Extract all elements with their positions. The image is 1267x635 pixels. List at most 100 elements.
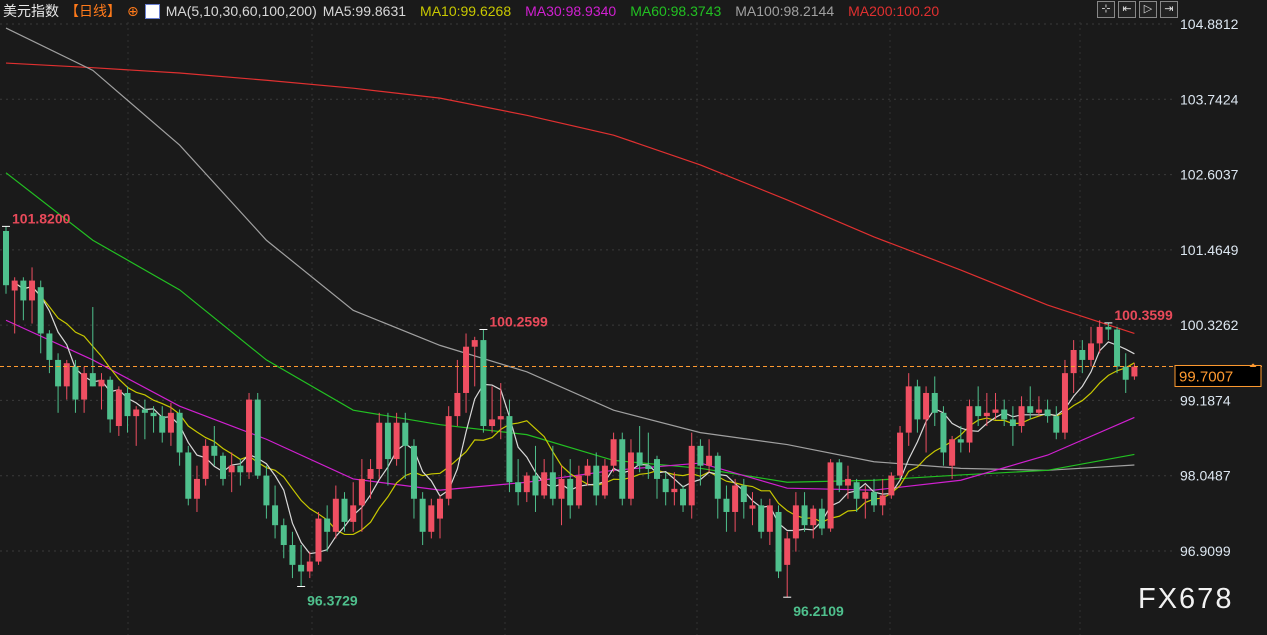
candle: [246, 392, 253, 479]
y-tick-label: 103.7424: [1180, 91, 1239, 107]
candle-body: [532, 475, 539, 496]
candle-body: [680, 488, 687, 506]
candle: [688, 432, 695, 519]
candle: [306, 551, 313, 579]
candle-body: [749, 505, 756, 509]
candle-body: [732, 485, 739, 512]
candle: [645, 432, 652, 479]
candle-body: [437, 498, 443, 519]
candle-body: [940, 412, 947, 453]
candle: [871, 478, 877, 512]
candle: [315, 511, 322, 565]
candle: [220, 452, 226, 486]
candle: [1114, 326, 1121, 374]
candle-body: [384, 422, 391, 460]
candle-body: [497, 416, 504, 420]
candle: [940, 406, 947, 466]
candle-body: [506, 416, 513, 483]
candle-body: [1001, 409, 1008, 420]
zoom-range-icon[interactable]: ⇤: [1118, 1, 1136, 18]
ma-value-2: MA30:98.9340: [525, 3, 617, 19]
candle-body: [280, 525, 287, 546]
candle-body: [601, 465, 608, 496]
candle: [211, 426, 218, 466]
candle-body: [1070, 350, 1077, 374]
candle: [358, 459, 365, 532]
candle: [1105, 322, 1112, 341]
candle: [758, 498, 765, 539]
candle-body: [98, 379, 105, 387]
candle: [662, 472, 669, 506]
candle: [237, 459, 244, 486]
candle: [827, 459, 834, 532]
candle-body: [202, 445, 209, 479]
candle: [879, 478, 886, 516]
candle-body: [402, 422, 409, 446]
candle-body: [3, 231, 9, 286]
crosshair-icon[interactable]: ⊹: [1097, 1, 1115, 18]
period-selector[interactable]: 【日线】: [65, 3, 121, 19]
candle: [975, 386, 982, 427]
move-right-icon[interactable]: ⇥: [1160, 1, 1178, 18]
indicator-chart-icon[interactable]: [144, 3, 160, 19]
candle: [966, 399, 973, 453]
candle-body: [923, 392, 930, 420]
candle: [124, 386, 131, 433]
candle: [263, 465, 270, 519]
y-tick-label: 104.8812: [1180, 16, 1239, 32]
candle-body: [332, 498, 339, 532]
ma-params-label[interactable]: MA(5,10,30,60,100,200): [165, 3, 317, 19]
ma-value-5: MA200:100.20: [848, 3, 940, 19]
candle: [923, 386, 930, 453]
candle-body: [914, 386, 921, 420]
candle-body: [454, 392, 461, 417]
candle: [176, 409, 183, 466]
candle: [3, 226, 9, 294]
play-icon[interactable]: ▷: [1139, 1, 1157, 18]
candle-body: [298, 564, 305, 572]
candle: [897, 426, 904, 479]
low-annotation: 96.2109: [793, 603, 844, 619]
candle: [289, 531, 296, 579]
candle: [98, 373, 105, 410]
candle-body: [897, 432, 904, 476]
candle-body: [766, 505, 773, 532]
candle-body: [55, 359, 62, 387]
candle-body: [1027, 406, 1034, 413]
candle-body: [584, 465, 591, 476]
candle-body: [818, 508, 825, 529]
candle-body: [376, 422, 383, 469]
candle: [818, 498, 825, 536]
candle: [749, 492, 756, 526]
candle: [766, 498, 773, 546]
candle: [506, 399, 513, 493]
candle: [324, 505, 331, 552]
candle: [1009, 406, 1016, 446]
candle: [350, 482, 357, 532]
candle-body: [1009, 419, 1016, 427]
candle-body: [853, 482, 860, 499]
candle: [133, 406, 140, 446]
candle: [654, 455, 660, 499]
high-annotation: 101.8200: [12, 210, 71, 226]
candle-body: [905, 386, 912, 433]
candle-body: [627, 452, 634, 499]
candle: [63, 359, 70, 400]
ma-value-3: MA60:98.3743: [630, 3, 722, 19]
high-annotation: 100.3599: [1114, 307, 1173, 323]
ma-line-ma60: [5, 172, 1135, 483]
candle-body: [654, 459, 660, 479]
circle-plus-icon[interactable]: ⊕: [127, 2, 139, 19]
candle: [393, 412, 400, 466]
candle-body: [167, 412, 174, 433]
ma-line-ma200: [5, 62, 1135, 335]
candle-body: [541, 472, 548, 496]
candle-body: [827, 462, 834, 529]
candle: [844, 465, 851, 499]
candle: [37, 280, 44, 354]
candle: [671, 472, 678, 506]
candle-body: [37, 287, 44, 334]
candle-body: [636, 452, 643, 466]
candle-body: [133, 409, 140, 417]
candle: [410, 439, 417, 519]
